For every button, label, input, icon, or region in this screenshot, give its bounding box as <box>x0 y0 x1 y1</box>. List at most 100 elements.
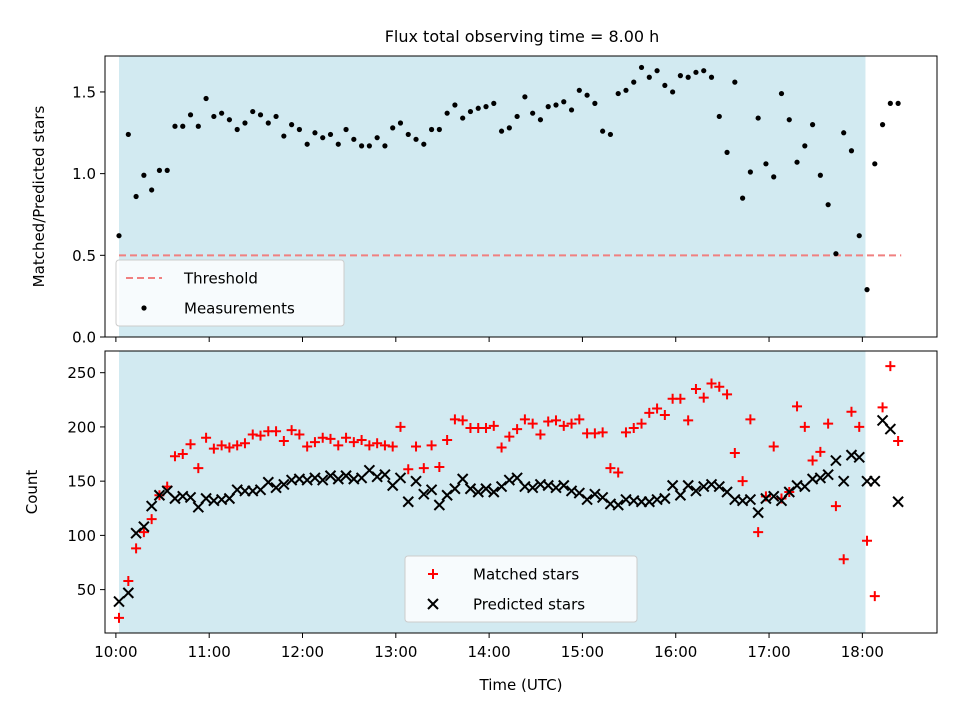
panel1-data-point <box>219 110 225 116</box>
panel2-matched-point <box>379 440 390 451</box>
panel2-predicted-point <box>869 475 881 487</box>
panel1-data-point <box>576 87 582 93</box>
panel1-data-point <box>491 100 497 106</box>
panel1-axes-frame <box>104 55 938 338</box>
panel1-data-point <box>444 110 450 116</box>
panel2-predicted-point <box>153 489 166 501</box>
panel2-matched-point <box>698 392 709 403</box>
panel2-matched-point <box>434 462 445 473</box>
panel2-predicted-point <box>122 587 135 599</box>
panel2-matched-point <box>558 420 569 431</box>
panel2-matched-point <box>512 424 523 435</box>
panel1-data-point <box>149 187 155 193</box>
panel1-data-point <box>771 174 777 180</box>
panel1-data-point <box>802 143 808 149</box>
panel2-matched-point <box>123 575 134 586</box>
panel2-predicted-point <box>752 506 764 519</box>
panel2-matched-point <box>411 441 422 452</box>
panel2-y-tick-label: 150 <box>67 473 96 491</box>
panel2-predicted-point <box>659 492 671 505</box>
bottom-panel: 50 100 150 200 250 10:00 11:00 12:00 13:00 14:00 1… <box>23 350 938 694</box>
panel1-data-point <box>436 126 442 133</box>
panel1-data-point <box>817 172 823 178</box>
panel2-matched-point <box>364 440 375 451</box>
panel2-matched-point <box>271 426 282 437</box>
panel2-matched-point <box>325 433 336 444</box>
panel2-y-tick-label: 200 <box>67 418 96 436</box>
panel1-y-tick-label: 0.5 <box>72 247 96 265</box>
panel2-matched-point <box>239 438 250 449</box>
panel2-matched-point <box>403 464 414 475</box>
panel2-matched-point <box>566 418 577 429</box>
panel2-legend-predicted-swatch <box>427 598 439 610</box>
panel2-matched-point <box>309 437 320 448</box>
panel2-series-2 <box>113 414 904 608</box>
panel1-data-point <box>327 131 334 138</box>
panel1-data-point <box>335 141 341 147</box>
panel2-matched-point <box>278 436 289 447</box>
panel2-matched-point <box>846 406 857 417</box>
panel1-data-point <box>654 68 660 74</box>
panel2-matched-point <box>457 415 468 426</box>
panel2-matched-point <box>589 428 600 439</box>
panel1-data-point <box>724 149 730 155</box>
panel2-matched-point <box>185 439 196 450</box>
panel2-matched-point <box>574 414 585 425</box>
panel2-matched-point <box>208 443 219 454</box>
panel2-predicted-point <box>410 475 422 487</box>
panel2-matched-point <box>169 451 180 462</box>
panel1-legend-measurements-swatch <box>141 305 147 311</box>
panel2-y-tick-label: 50 <box>77 581 96 599</box>
panel2-predicted-point <box>837 475 850 487</box>
panel1-data-point <box>848 148 855 154</box>
panel1-data-point <box>382 143 388 149</box>
panel2-matched-point <box>597 427 608 438</box>
panel2-matched-point <box>613 467 624 478</box>
panel2-predicted-point <box>425 484 438 496</box>
panel2-matched-point <box>496 442 507 453</box>
panel2-matched-point <box>807 455 818 466</box>
panel2-predicted-point <box>558 479 570 492</box>
panel2-matched-point <box>636 418 647 429</box>
panel1-data-point <box>156 167 163 173</box>
panel2-legend-label: Predicted stars <box>473 596 585 614</box>
panel2-matched-point <box>418 463 429 474</box>
panel2-matched-point <box>815 446 826 457</box>
panel1-data-point <box>841 130 847 136</box>
panel1-series-1 <box>116 64 901 293</box>
panel1-data-point <box>872 161 878 167</box>
panel2-matched-point <box>729 447 740 458</box>
panel2-x-tick-label: 12:00 <box>281 643 324 661</box>
panel1-data-point <box>413 136 419 142</box>
panel2-predicted-point <box>464 483 477 495</box>
panel2-matched-point <box>768 441 779 452</box>
panel1-data-point <box>312 130 318 136</box>
panel2-matched-point <box>216 440 227 451</box>
panel1-data-point <box>296 126 302 133</box>
panel2-matched-point <box>481 423 492 434</box>
panel1-data-point <box>600 128 606 134</box>
panel2-matched-point <box>294 429 305 440</box>
panel2-matched-point <box>644 407 655 418</box>
panel2-predicted-point <box>488 486 500 498</box>
panel2-predicted-point <box>449 483 461 495</box>
panel2-matched-point <box>426 440 437 451</box>
panel2-matched-point <box>706 378 717 389</box>
panel2-matched-point <box>799 421 810 432</box>
panel1-data-point <box>125 131 131 138</box>
panel1-data-point <box>670 89 676 95</box>
panel1-legend: Threshold Measurements <box>115 259 345 327</box>
panel2-matched-point <box>550 415 561 426</box>
panel1-data-point <box>172 123 178 129</box>
panel1-data-point <box>755 115 761 121</box>
panel2-matched-point <box>333 440 344 451</box>
panel2-matched-point <box>605 463 616 474</box>
panel2-matched-point <box>862 535 873 546</box>
panel2-predicted-point <box>666 479 679 492</box>
panel2-predicted-point <box>418 488 430 500</box>
panel1-data-point <box>592 100 598 106</box>
panel2-matched-point <box>854 421 865 432</box>
panel1-data-point <box>701 68 707 74</box>
panel1-data-point <box>226 117 233 123</box>
panel2-predicted-point <box>581 493 593 506</box>
